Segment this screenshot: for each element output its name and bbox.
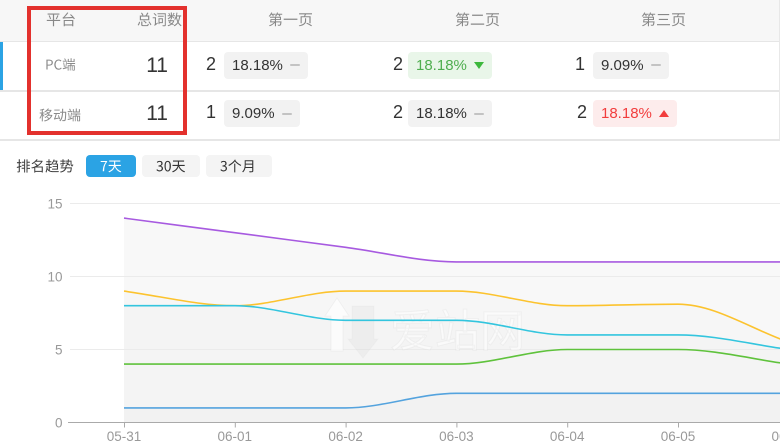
svg-text:0: 0 xyxy=(55,415,63,430)
svg-text:06-02: 06-02 xyxy=(328,429,363,444)
svg-text:10: 10 xyxy=(47,269,62,284)
svg-text:15: 15 xyxy=(47,196,62,211)
svg-text:06-04: 06-04 xyxy=(550,429,585,444)
svg-text:06-03: 06-03 xyxy=(439,429,474,444)
svg-text:5: 5 xyxy=(55,342,63,357)
svg-text:06-05: 06-05 xyxy=(661,429,696,444)
svg-text:06-01: 06-01 xyxy=(218,429,253,444)
svg-text:05-31: 05-31 xyxy=(107,429,142,444)
svg-text:06-06: 06-06 xyxy=(772,429,780,444)
